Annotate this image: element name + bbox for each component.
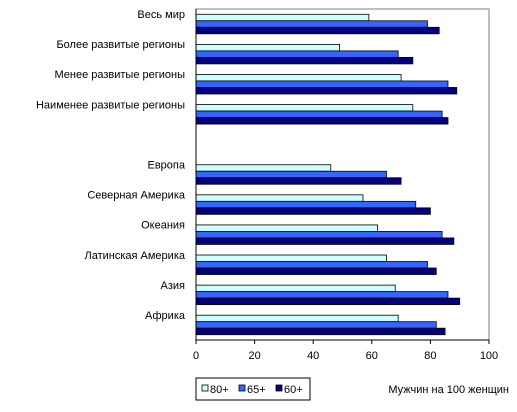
bar-65plus-5: [195, 170, 387, 179]
category-label-0: Весь мир: [137, 9, 185, 21]
legend-box: [195, 377, 311, 401]
category-labels: Весь мир Более развитые регионы Менее разв…: [36, 9, 186, 322]
bar-80plus-3: [195, 104, 414, 112]
bar-65plus-7: [195, 231, 443, 239]
bar-80plus-2: [195, 74, 402, 82]
bar-60plus-0: [195, 26, 440, 35]
x-axis: 0 20 40 60 80 100: [193, 9, 498, 362]
bar-80plus-7: [195, 224, 379, 232]
x-tick-label-2: 40: [307, 350, 319, 362]
category-label-2: Менее развитые регионы: [54, 69, 185, 81]
bar-80plus-5: [195, 164, 332, 172]
category-label-1: Более развитые регионы: [56, 39, 185, 51]
bar-60plus-2: [195, 87, 458, 95]
bar-60plus-6: [195, 207, 431, 215]
legend-label-0: 80+: [210, 384, 229, 396]
bar-80plus-0: [195, 13, 370, 22]
bar-80plus-10: [195, 314, 399, 323]
category-label-5: Европа: [148, 160, 186, 172]
bar-60plus-10: [195, 327, 446, 336]
legend: 80+ 65+ 60+: [195, 377, 311, 401]
bar-65plus-10: [195, 321, 437, 329]
bar-65plus-3: [195, 110, 443, 118]
legend-label-1: 65+: [247, 384, 266, 396]
bar-60plus-1: [195, 56, 414, 65]
category-label-7: Океания: [141, 220, 185, 232]
bar-60plus-9: [195, 297, 461, 306]
bar-80plus-6: [195, 194, 364, 202]
legend-label-2: 60+: [284, 384, 303, 396]
bar-80plus-1: [195, 43, 340, 52]
bar-65plus-2: [195, 80, 449, 88]
bar-60plus-3: [195, 117, 449, 125]
bar-80plus-9: [195, 284, 396, 293]
legend-swatch-2: [275, 384, 283, 392]
category-label-9: Азия: [161, 280, 186, 292]
bar-80plus-8: [195, 254, 387, 262]
bar-60plus-7: [195, 237, 455, 245]
bar-65plus-6: [195, 200, 417, 209]
x-axis-title: Мужчин на 100 женщин: [388, 384, 509, 396]
bar-65plus-9: [195, 291, 449, 299]
bar-65plus-8: [195, 261, 428, 269]
legend-swatch-1: [238, 384, 246, 392]
bar-65plus-0: [195, 20, 428, 28]
category-label-3: Наименее развитые регионы: [36, 99, 185, 111]
legend-swatch-0: [201, 384, 209, 392]
bar-60plus-8: [195, 267, 437, 275]
category-label-6: Северная Америка: [87, 190, 186, 202]
x-tick-label-4: 80: [424, 350, 436, 362]
bars-group: [195, 8, 490, 341]
x-tick-label-1: 20: [248, 350, 260, 362]
bar-65plus-1: [195, 50, 399, 58]
x-tick-label-3: 60: [366, 350, 378, 362]
bar-60plus-5: [195, 177, 402, 185]
category-label-8: Латинская Америка: [85, 250, 186, 262]
category-label-10: Африка: [145, 310, 186, 322]
x-tick-label-5: 100: [480, 350, 498, 362]
x-tick-label-0: 0: [193, 350, 199, 362]
